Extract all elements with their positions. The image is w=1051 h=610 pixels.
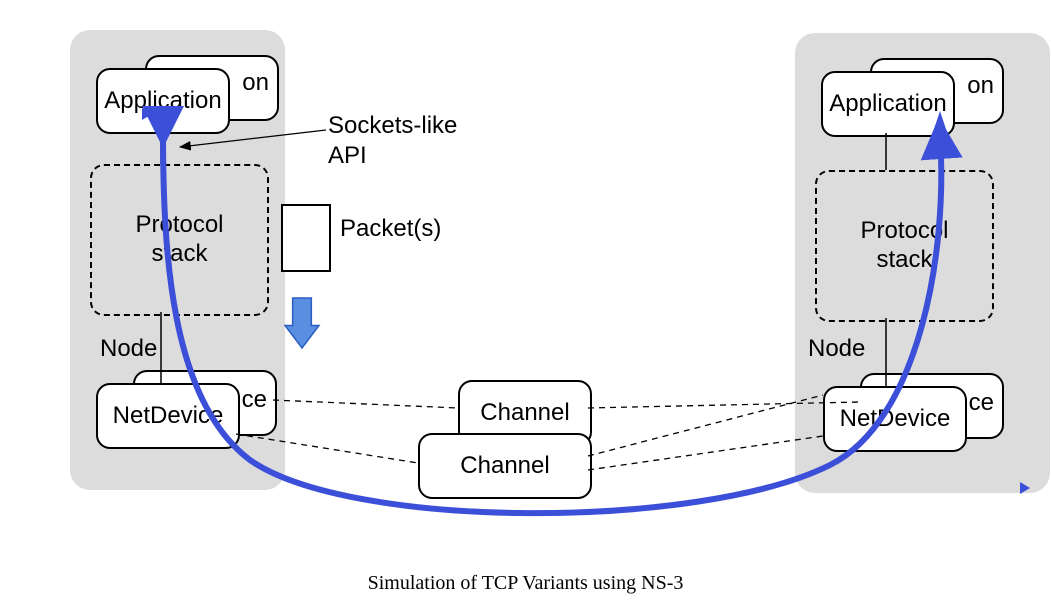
right-netdevice-box: NetDevice xyxy=(823,386,967,452)
caption-text: Simulation of TCP Variants using NS-3 xyxy=(368,572,684,594)
left-application-box: Application xyxy=(96,68,230,134)
right-protocol-stack-box: Protocol stack xyxy=(815,170,994,322)
right-protocol-stack-label: Protocol stack xyxy=(860,217,948,275)
left-netdevice-label: NetDevice xyxy=(113,402,224,431)
right-node-label: Node xyxy=(808,335,865,363)
right-application-label: Application xyxy=(829,90,946,119)
left-protocol-stack-label: Protocol stack xyxy=(135,211,223,269)
api-label: API xyxy=(328,142,367,170)
left-node-label: Node xyxy=(100,335,157,363)
left-protocol-stack-box: Protocol stack xyxy=(90,164,269,316)
left-netdevice-back-suffix: ce xyxy=(242,386,267,415)
channel-front-label: Channel xyxy=(460,452,549,481)
channel-back-label: Channel xyxy=(480,399,569,428)
right-netdevice-label: NetDevice xyxy=(840,405,951,434)
left-netdevice-box: NetDevice xyxy=(96,383,240,449)
packet-icon xyxy=(281,204,331,272)
channel-box-front: Channel xyxy=(418,433,592,499)
sockets-like-label: Sockets-like xyxy=(328,112,457,140)
left-application-back-suffix: on xyxy=(242,69,269,98)
left-application-label: Application xyxy=(104,87,221,116)
right-application-back-suffix: on xyxy=(967,72,994,101)
figure-caption: Simulation of TCP Variants using NS-3 xyxy=(0,572,1051,595)
packets-label: Packet(s) xyxy=(340,215,441,243)
right-application-box: Application xyxy=(821,71,955,137)
right-netdevice-back-suffix: ce xyxy=(969,389,994,418)
